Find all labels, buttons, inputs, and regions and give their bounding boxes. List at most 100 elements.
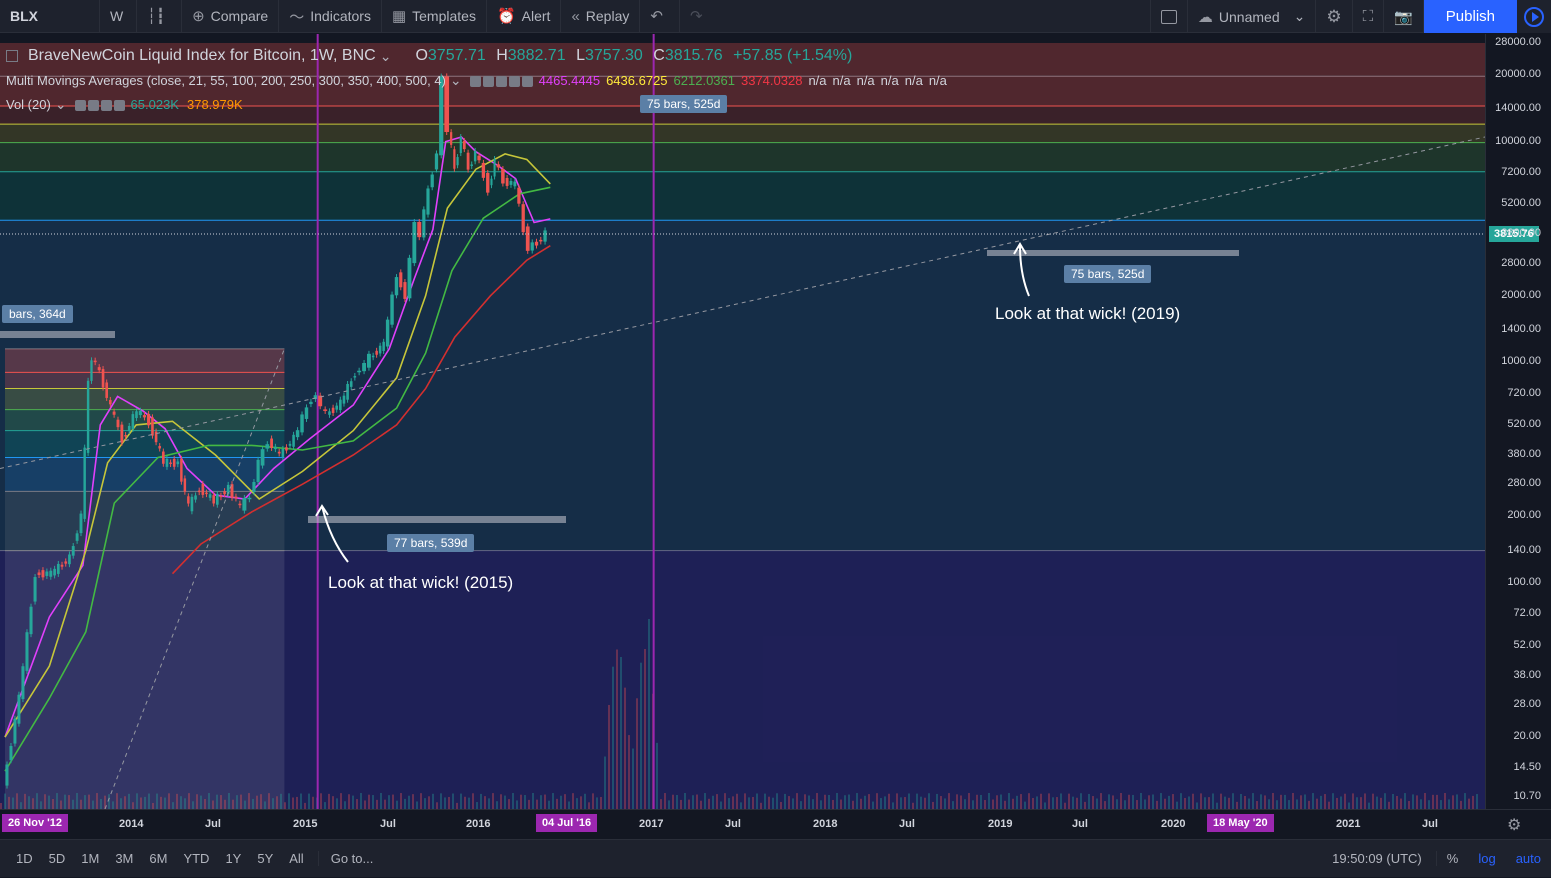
volume-bar [736,793,738,809]
plus-icon[interactable] [508,75,520,87]
candle-body [53,568,56,576]
timeframe-button-5y[interactable]: 5Y [257,851,274,866]
volume-bar [1320,795,1322,809]
volume-bar [424,798,426,809]
layout-name-dropdown[interactable]: ☁ Unnamed ⌄ [1188,0,1317,33]
percent-toggle[interactable]: % [1435,851,1469,866]
volume-bar [1332,793,1334,809]
timeframe-button-3m[interactable]: 3M [115,851,134,866]
volume-bar [864,795,866,809]
volume-bar [1436,794,1438,809]
clock[interactable]: 19:50:09 (UTC) [1332,851,1422,866]
volume-bar [1308,800,1310,809]
volume-bar [444,797,446,809]
date-range-bar [308,516,566,523]
close-icon[interactable] [113,99,125,111]
chevron-down-icon[interactable]: ⌄ [449,71,462,88]
price-axis[interactable]: 3815.76 28000.00 20000.00 14000.00 10000.00… [1485,34,1551,809]
templates-button[interactable]: ▦ Templates [382,0,487,33]
price-tick-label: 140.00 [1507,543,1541,556]
mma-label: Multi Movings Averages (close, 21, 55, 1… [6,72,446,88]
volume-bar [1156,800,1158,809]
chart-type-button[interactable]: ┆┇ [137,0,183,33]
compare-button[interactable]: ⊕ Compare [182,0,280,33]
legend-mma-row[interactable]: Multi Movings Averages (close, 21, 55, 1… [6,68,953,92]
gear-icon[interactable] [482,75,494,87]
close-icon[interactable] [521,75,533,87]
timeframe-button-5d[interactable]: 5D [48,851,66,866]
timeframe-button-1m[interactable]: 1M [81,851,100,866]
volume-bar [1404,793,1406,809]
undo-button[interactable]: ↶ [640,0,680,33]
date-range-label-525-top[interactable]: 75 bars, 525d [640,95,728,113]
volume-bar [988,793,990,809]
chart-pane[interactable]: Look at that wick! (2015) Look at that w… [0,34,1485,809]
volume-bar [1272,793,1274,809]
price-tick-label: 2800.00 [1501,256,1541,269]
volume-bar [208,793,210,809]
volume-bar [708,798,710,809]
auto-toggle[interactable]: auto [1515,851,1541,866]
eye-icon[interactable] [469,75,481,87]
volume-bar [124,796,126,809]
gear-icon[interactable]: ⚙ [1507,817,1522,834]
timeframe-button-ytd[interactable]: YTD [183,851,210,866]
interval-button[interactable]: W [100,0,137,33]
indicators-label: Indicators [310,8,371,24]
annotation-wick-2015[interactable]: Look at that wick! (2015) [328,573,514,592]
date-range-label-364[interactable]: bars, 364d [2,305,73,323]
symbol-search[interactable]: BLX [0,0,100,33]
volume-bar [936,793,938,809]
timeframe-button-1d[interactable]: 1D [16,851,33,866]
volume-bar [532,793,534,809]
volume-bar [816,793,818,809]
volume-bar [332,796,334,809]
candle-body [270,438,273,448]
timeframe-button-6m[interactable]: 6M [149,851,168,866]
layout-toggle[interactable] [1149,0,1188,33]
redo-button[interactable]: ↷ [680,0,719,33]
volume-bar [20,802,22,809]
fullscreen-button[interactable]: ⛶ [1353,0,1385,33]
publish-button[interactable]: Publish [1423,0,1517,33]
volume-bar [380,793,382,809]
play-button[interactable] [1517,0,1551,33]
goto-button[interactable]: Go to... [317,851,386,866]
candle-body [534,241,539,246]
volume-bar [1120,793,1122,809]
timeframe-button-all[interactable]: All [289,851,304,866]
chevron-down-icon[interactable]: ⌄ [379,47,392,64]
volume-bar [1356,797,1358,809]
volume-bar [104,795,106,809]
volume-bar [728,798,730,809]
chevron-down-icon[interactable]: ⌄ [54,95,67,112]
date-range-label-525-bottom[interactable]: 75 bars, 525d [1064,265,1152,283]
volume-bar [1132,794,1134,809]
braces-icon[interactable] [495,75,507,87]
collapse-icon[interactable] [6,50,18,62]
close-key: C [653,47,665,64]
candle-body [375,350,378,355]
timeframe-button-1y[interactable]: 1Y [225,851,242,866]
snapshot-button[interactable]: 📷 [1384,0,1424,33]
alert-button[interactable]: ⏰ Alert [487,0,562,33]
eye-icon[interactable] [74,99,86,111]
candle-body [496,164,501,168]
gear-icon[interactable] [87,99,99,111]
legend-vol-row[interactable]: Vol (20) ⌄ 65.023K 378.979K [6,92,953,116]
price-chart[interactable] [0,34,1485,809]
indicators-icon: 〜 [289,8,305,26]
plus-icon[interactable] [100,99,112,111]
volume-bar [1408,800,1410,809]
replay-button[interactable]: « Replay [561,0,641,33]
log-toggle[interactable]: log [1478,851,1496,866]
settings-button[interactable]: ⚙ [1316,0,1353,33]
time-axis[interactable]: ⚙ 2014 Jul 2015 Jul 2016 2017 Jul 2018 Jul 2019 Ju… [0,809,1551,839]
legend-main-row[interactable]: BraveNewCoin Liquid Index for Bitcoin, 1… [6,44,953,68]
volume-bar [48,795,50,809]
annotation-wick-2019[interactable]: Look at that wick! (2019) [995,304,1181,323]
indicators-button[interactable]: 〜 Indicators [279,0,382,33]
volume-bar [1216,802,1218,809]
volume-bar [80,799,82,809]
date-range-label-539[interactable]: 77 bars, 539d [387,534,475,552]
